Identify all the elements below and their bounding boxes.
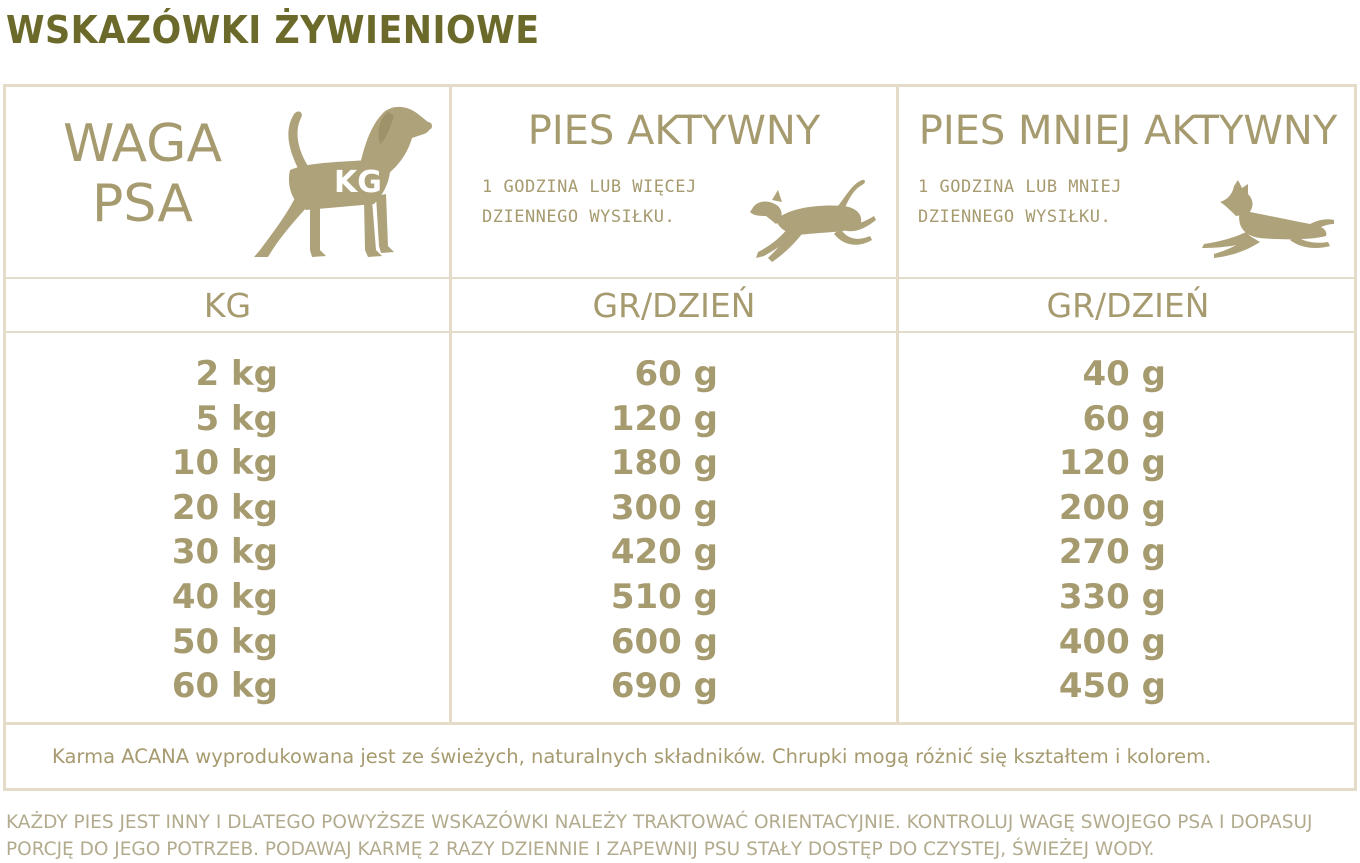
weight-unit-header: KG	[203, 286, 252, 325]
standing-dog-icon: KG	[254, 106, 432, 257]
weight-value: 5 kg	[195, 398, 278, 439]
page-title: WSKAZÓWKI ŻYWIENIOWE	[6, 8, 540, 52]
active-dog-note-line1: 1 GODZINA LUB WIĘCEJ	[482, 177, 697, 197]
less-active-dog-note: 1 GODZINA LUB MNIEJ DZIENNEGO WYSIŁKU.	[918, 172, 1122, 232]
less-active-portion: 40 g	[1082, 354, 1167, 394]
less-active-portion: 270 g	[1058, 532, 1166, 573]
weight-values-list: 2 kg 5 kg 10 kg 20 kg 30 kg 40 kg 50 kg …	[150, 352, 278, 709]
active-values-list: 60 g 120 g 180 g 300 g 420 g 510 g 600 g…	[590, 352, 718, 709]
less-active-portion: 200 g	[1058, 487, 1166, 528]
column-divider	[896, 84, 899, 725]
weight-value: 2 kg	[195, 354, 278, 394]
weight-value: 30 kg	[171, 532, 278, 573]
row-divider	[3, 722, 1357, 725]
weight-header: WAGA PSA	[40, 114, 245, 234]
less-active-portion: 60 g	[1082, 398, 1167, 439]
row-divider	[3, 277, 1357, 279]
kg-icon-label: KG	[334, 165, 382, 200]
active-portion: 60 g	[634, 354, 719, 394]
active-portion: 180 g	[610, 443, 718, 484]
feeding-table	[3, 84, 1357, 791]
active-portion: 420 g	[610, 532, 718, 573]
weight-value: 50 kg	[171, 621, 278, 662]
less-active-dog-note-line1: 1 GODZINA LUB MNIEJ	[918, 177, 1122, 197]
less-active-portion: 120 g	[1058, 443, 1166, 484]
active-unit-header: GR/DZIEŃ	[592, 286, 756, 325]
active-portion: 300 g	[610, 487, 718, 528]
less-active-values-list: 40 g 60 g 120 g 200 g 270 g 330 g 400 g …	[1038, 352, 1166, 709]
less-active-portion: 400 g	[1058, 621, 1166, 662]
column-divider	[449, 84, 452, 725]
running-dog-icon	[750, 179, 876, 262]
less-active-unit-header: GR/DZIEŃ	[1046, 286, 1210, 325]
disclaimer-text: KAŻDY PIES JEST INNY I DLATEGO POWYŻSZE …	[6, 812, 1313, 860]
less-active-portion: 330 g	[1058, 576, 1166, 617]
active-dog-note: 1 GODZINA LUB WIĘCEJ DZIENNEGO WYSIŁKU.	[482, 172, 697, 232]
table-footnote: Karma ACANA wyprodukowana jest ze świeży…	[52, 745, 1212, 768]
row-divider	[3, 331, 1357, 333]
less-active-portion: 450 g	[1058, 666, 1166, 707]
less-active-dog-header: PIES MNIEJ AKTYWNY	[918, 108, 1338, 154]
active-portion: 600 g	[610, 621, 718, 662]
active-portion: 690 g	[610, 666, 718, 707]
weight-value: 40 kg	[171, 576, 278, 617]
weight-header-line1: WAGA	[62, 114, 223, 174]
active-dog-note-line2: DZIENNEGO WYSIŁKU.	[482, 207, 676, 227]
active-portion: 120 g	[610, 398, 718, 439]
weight-value: 20 kg	[171, 487, 278, 528]
weight-header-line2: PSA	[92, 174, 193, 234]
active-portion: 510 g	[610, 576, 718, 617]
active-dog-header: PIES AKTYWNY	[527, 108, 821, 154]
weight-value: 60 kg	[171, 666, 278, 707]
weight-value: 10 kg	[171, 443, 278, 484]
less-active-dog-note-line2: DZIENNEGO WYSIŁKU.	[918, 207, 1112, 227]
lying-dog-icon	[1202, 180, 1334, 258]
